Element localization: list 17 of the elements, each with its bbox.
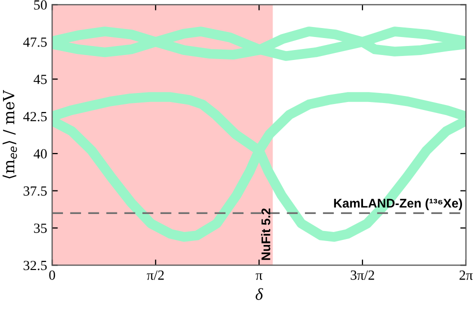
- x-tick-label: π: [256, 273, 262, 280]
- y-tick-label: 37.5: [24, 186, 47, 196]
- x-tick-label: 2π: [460, 270, 473, 280]
- y-tick-label: 32.5: [24, 260, 47, 270]
- x-tick-label: 3π/2: [350, 270, 374, 280]
- x-tick-label: 0: [49, 270, 56, 280]
- y-tick-label: 45: [34, 74, 47, 84]
- y-tick-label: 47.5: [23, 38, 47, 47]
- x-tick-label: π/2: [146, 270, 164, 280]
- y-tick-label: 50: [34, 0, 47, 10]
- y-tick-label: 42.5: [23, 112, 47, 122]
- y-tick-label: 35: [34, 224, 47, 233]
- band-label: NuFit 5.2: [261, 208, 270, 260]
- ref-line-label: KamLAND-Zen (¹³⁶Xe): [334, 198, 462, 210]
- x-axis-title: δ: [256, 288, 264, 300]
- y-tick-label: 40: [34, 149, 47, 159]
- y-axis-title: ⟨m$_{ee}$⟩ / meV: [2, 90, 17, 178]
